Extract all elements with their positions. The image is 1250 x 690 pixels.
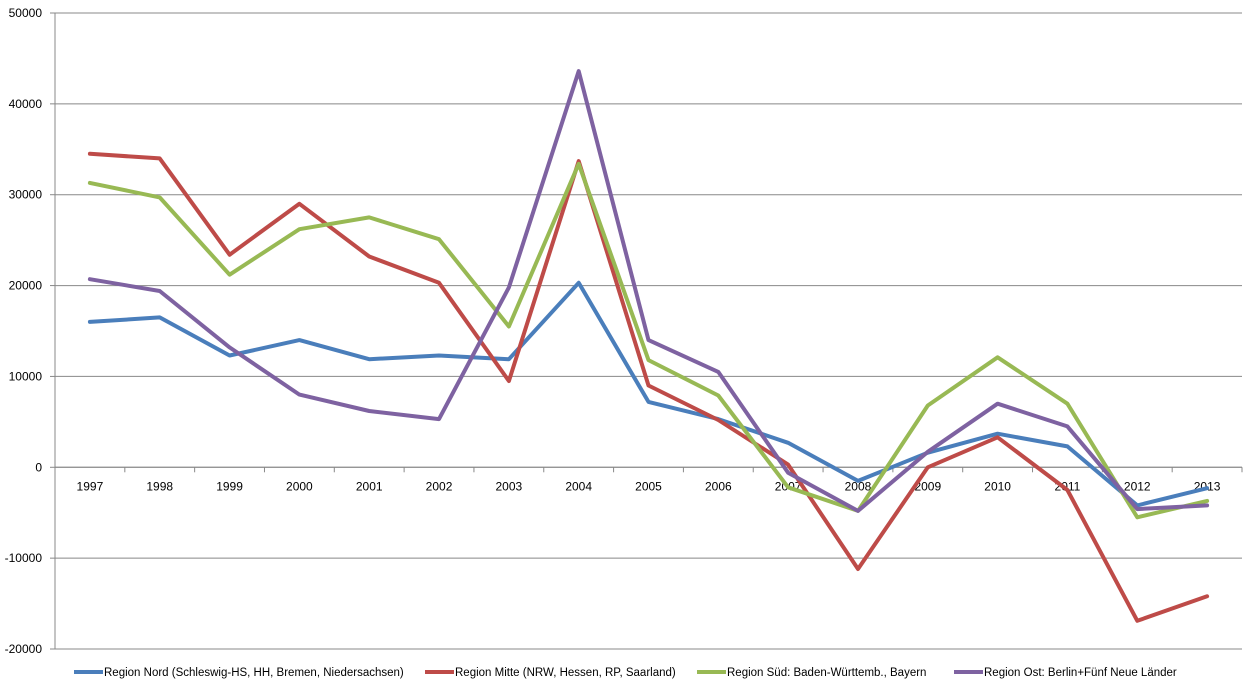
y-tick-label: 10000: [9, 369, 43, 383]
y-tick-label: 20000: [9, 279, 43, 293]
series-line-4: [87, 69, 1210, 513]
x-tick-label: 1999: [216, 479, 243, 493]
y-axis: -20000 -10000 0 10000 20000 30000 40000 50000: [5, 6, 56, 656]
x-tick-label: 2001: [356, 479, 383, 493]
x-tick-label: 2002: [426, 479, 453, 493]
legend-label-3: Region Süd: Baden-Württemb., Bayern: [727, 667, 926, 679]
y-tick-label: 50000: [9, 6, 43, 20]
y-tick-label: 30000: [9, 188, 43, 202]
legend: Region Nord (Schleswig-HS, HH, Bremen, N…: [74, 667, 1177, 679]
x-tick-label: 2009: [914, 479, 941, 493]
series-line-1: [87, 280, 1210, 508]
series-line-2: [87, 151, 1210, 623]
legend-label-1: Region Nord (Schleswig-HS, HH, Bremen, N…: [104, 667, 404, 679]
x-tick-label: 2005: [635, 479, 662, 493]
x-tick-label: 2003: [496, 479, 523, 493]
legend-label-2: Region Mitte (NRW, Hessen, RP, Saarland): [455, 667, 676, 679]
x-tick-label: 1998: [146, 479, 173, 493]
x-tick-label: 2000: [286, 479, 313, 493]
y-tick-label: -20000: [5, 642, 43, 656]
y-tick-label: 40000: [9, 97, 43, 111]
x-tick-label: 1997: [77, 479, 104, 493]
x-tick-label: 2004: [565, 479, 592, 493]
x-tick-label: 2012: [1124, 479, 1151, 493]
x-tick-label: 2008: [845, 479, 872, 493]
series-line-3: [87, 161, 1210, 520]
legend-label-4: Region Ost: Berlin+Fünf Neue Länder: [984, 667, 1177, 679]
series-lines: [87, 69, 1210, 623]
x-tick-label: 2006: [705, 479, 732, 493]
y-tick-label: -10000: [5, 551, 43, 565]
x-tick-label: 2010: [984, 479, 1011, 493]
y-tick-label: 0: [35, 460, 42, 474]
